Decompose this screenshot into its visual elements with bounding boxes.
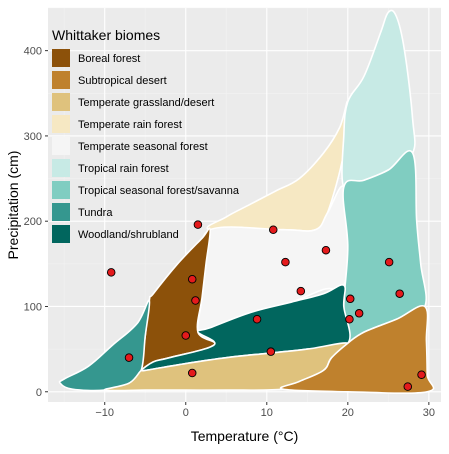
legend-label: Temperate grassland/desert	[78, 97, 214, 109]
data-point	[181, 331, 191, 340]
y-tick-label: 100	[24, 301, 42, 313]
y-tick-label: 300	[24, 131, 42, 143]
x-tick-label: 10	[261, 407, 273, 419]
legend-title: Whittaker biomes	[52, 27, 160, 43]
data-point	[395, 289, 404, 298]
y-tick-label: 400	[24, 46, 42, 58]
y-tick-label: 200	[24, 216, 42, 228]
data-point	[187, 368, 197, 378]
biome-polygons	[58, 9, 435, 395]
legend-label: Boreal forest	[78, 53, 140, 65]
x-tick-label: −10	[95, 407, 114, 419]
legend-label: Subtropical desert	[78, 75, 167, 87]
legend: Whittaker biomes Boreal forest Subtropica…	[52, 27, 240, 243]
data-point	[252, 315, 262, 324]
data-point	[269, 225, 278, 234]
data-point	[296, 286, 306, 296]
data-point	[417, 370, 426, 379]
legend-items: Boreal forest Subtropical desert Temperate…	[52, 49, 240, 243]
x-tick-label: 30	[423, 407, 435, 419]
x-tick-label: 0	[183, 407, 189, 419]
x-tick-label: 20	[342, 407, 354, 419]
legend-swatch	[52, 49, 70, 67]
legend-swatch	[52, 93, 70, 111]
legend-swatch	[52, 203, 70, 221]
y-axis: 0 100 200 300 400	[24, 46, 48, 399]
data-point	[124, 353, 134, 362]
data-point	[266, 347, 276, 356]
x-axis: −10 0 10 20 30	[95, 402, 435, 419]
legend-swatch	[52, 159, 70, 177]
biome-tundra	[58, 299, 151, 392]
legend-swatch	[52, 115, 70, 133]
x-axis-title: Temperature (°C)	[191, 428, 299, 444]
legend-label: Tropical seasonal forest/savanna	[78, 185, 240, 197]
legend-swatch	[52, 225, 70, 243]
legend-label: Tropical rain forest	[78, 163, 169, 175]
data-point	[384, 257, 394, 267]
data-point	[193, 220, 203, 229]
y-tick-label: 0	[36, 387, 42, 399]
legend-label: Woodland/shrubland	[78, 229, 179, 241]
data-point	[281, 257, 290, 267]
site-points	[106, 220, 426, 391]
data-point	[321, 245, 331, 255]
y-axis-title: Precipitation (cm)	[5, 151, 21, 260]
legend-label: Temperate rain forest	[78, 119, 182, 131]
data-point	[403, 382, 413, 391]
legend-swatch	[52, 181, 70, 199]
legend-label: Temperate seasonal forest	[78, 141, 208, 153]
data-point	[354, 309, 364, 318]
data-point	[106, 268, 116, 277]
legend-swatch	[52, 71, 70, 89]
biome-subtropical-desert	[279, 304, 435, 395]
legend-label: Tundra	[78, 207, 113, 219]
data-point	[191, 296, 200, 305]
data-point	[345, 294, 355, 304]
legend-swatch	[52, 137, 70, 155]
data-point	[345, 315, 354, 324]
data-point	[187, 274, 197, 284]
